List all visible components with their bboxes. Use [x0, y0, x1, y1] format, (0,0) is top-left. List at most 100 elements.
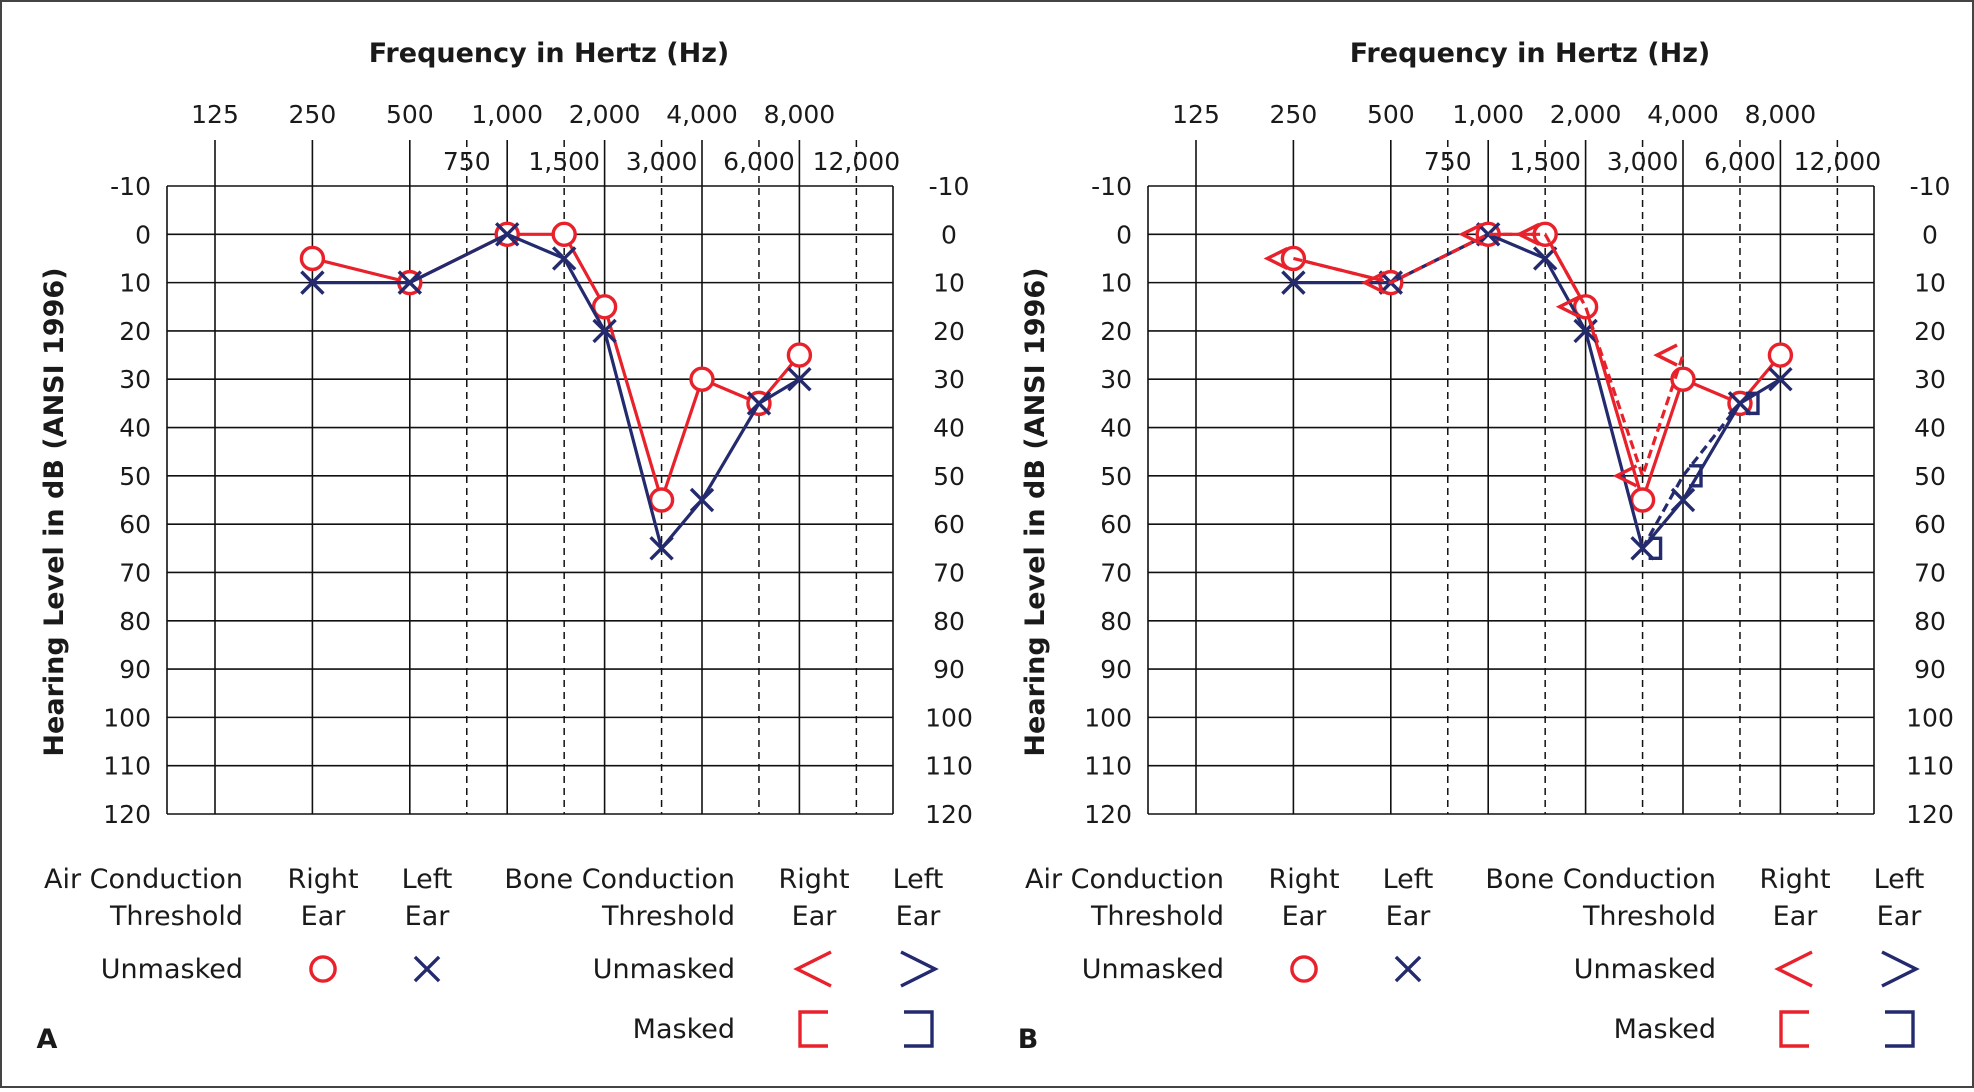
legend-unmasked-label: Unmasked	[101, 954, 243, 985]
y-tick-label-right: 40	[933, 414, 965, 443]
data-marker-left-ear-air-conduction-unmasked-x	[397, 270, 423, 295]
y-tick-label-right: 50	[1914, 462, 1946, 491]
data-marker-right-ear-bone-conduction-unmasked-bracket-lt	[1263, 246, 1289, 270]
legend-masked-label: Masked	[633, 1014, 735, 1045]
y-tick-label-left: 60	[119, 510, 151, 539]
data-marker-left-ear-air-conduction-unmasked-x	[649, 536, 674, 561]
frequency-tick-label-major: 8,000	[764, 100, 836, 129]
y-tick-label-right: 120	[925, 800, 973, 829]
y-tick-label-right: 120	[1906, 800, 1954, 829]
y-tick-label-right: 110	[1906, 752, 1954, 781]
panel-label: A	[37, 1024, 58, 1055]
y-tick-label-left: 120	[103, 800, 151, 829]
y-tick-label-right: 20	[1914, 317, 1946, 346]
data-marker-left-ear-air-conduction-unmasked-x	[1670, 487, 1696, 513]
y-tick-label-left: 110	[103, 752, 151, 781]
data-marker-right-ear-air-conduction-unmasked-circle	[1572, 294, 1599, 320]
data-marker-right-ear-bone-conduction-unmasked-bracket-lt	[1515, 222, 1540, 246]
y-tick-label-left: 10	[1100, 269, 1132, 298]
legend-air-threshold-title: Threshold	[109, 901, 243, 932]
legend: Air Conduction Threshold Right Ear Left Ear Un…	[44, 864, 943, 1048]
y-tick-label-right: 0	[1922, 220, 1938, 249]
panel-label: B	[1018, 1024, 1039, 1055]
legend-bone-unmasked-left-symbol	[1881, 950, 1920, 988]
frequency-tick-label-major: 500	[386, 100, 434, 129]
frequency-axis-title: Frequency in Hertz (Hz)	[1350, 38, 1711, 69]
legend-unmasked-label: Unmasked	[593, 954, 735, 985]
legend-left-ear-label: Ear	[405, 901, 451, 932]
data-marker-left-ear-air-conduction-unmasked-x	[1475, 222, 1501, 247]
frequency-tick-label-minor: 3,000	[626, 147, 698, 176]
y-tick-label-left: 100	[1084, 703, 1132, 732]
data-marker-left-ear-air-conduction-unmasked-x	[551, 246, 577, 271]
y-tick-label-left: 40	[119, 414, 151, 443]
y-tick-label-left: 120	[1084, 800, 1132, 829]
data-marker-right-ear-air-conduction-unmasked-circle	[1670, 366, 1696, 392]
y-tick-label-right: 0	[941, 220, 957, 249]
legend-right-ear-label: Ear	[1282, 901, 1328, 932]
y-tick-label-right: 30	[1914, 365, 1946, 394]
data-marker-right-ear-air-conduction-unmasked-circle	[1629, 487, 1656, 513]
frequency-tick-label-minor: 12,000	[813, 147, 900, 176]
y-tick-label-right: 60	[933, 510, 965, 539]
y-tick-label-left: 10	[119, 269, 151, 298]
y-tick-label-left: 100	[103, 703, 151, 732]
y-tick-label-left: 50	[119, 462, 151, 491]
series-line-right-ear-bone-conduction-unmasked	[1293, 232, 1685, 481]
legend-x-symbol	[1394, 955, 1422, 983]
data-marker-left-ear-air-conduction-unmasked-x	[494, 222, 520, 247]
y-tick-label-right: 90	[933, 655, 965, 684]
data-marker-right-ear-air-conduction-unmasked-circle	[551, 221, 577, 248]
y-tick-label-left: 0	[1116, 220, 1132, 249]
legend-air-conduction-title: Air Conduction	[44, 864, 243, 895]
legend-bone-threshold-title: Threshold	[601, 901, 735, 932]
legend-unmasked-label: Unmasked	[1574, 954, 1716, 985]
frequency-tick-label-major: 2,000	[1550, 100, 1622, 129]
legend-bone-conduction-title: Bone Conduction	[1485, 864, 1716, 895]
frequency-tick-label-minor: 12,000	[1794, 147, 1881, 176]
frequency-tick-label-minor: 3,000	[1607, 147, 1679, 176]
y-tick-label-left: 50	[1100, 462, 1132, 491]
legend-bone-unmasked-left-symbol	[900, 950, 939, 988]
y-tick-label-left: 30	[119, 365, 151, 394]
frequency-tick-label-major: 1,000	[1452, 100, 1524, 129]
y-tick-label-left: 0	[135, 220, 151, 249]
legend-masked-label: Masked	[1614, 1014, 1716, 1045]
data-marker-right-ear-air-conduction-unmasked-circle	[1767, 342, 1794, 368]
data-marker-left-ear-air-conduction-unmasked-x	[746, 391, 772, 416]
y-tick-label-right: 100	[925, 703, 973, 732]
legend-bone-unmasked-right-symbol	[1774, 950, 1813, 988]
y-tick-label-right: 80	[1914, 607, 1946, 636]
y-tick-label-right: 90	[1914, 655, 1946, 684]
y-tick-label-right: -10	[929, 172, 970, 201]
legend-left-ear-label: Ear	[896, 901, 942, 932]
y-tick-label-right: 10	[933, 269, 965, 298]
y-tick-label-left: 70	[1100, 558, 1132, 587]
legend-air-conduction-title: Air Conduction	[1025, 864, 1224, 895]
series-line-left-ear-air-conduction-unmasked	[312, 232, 801, 552]
data-marker-right-ear-air-conduction-unmasked-circle	[299, 245, 326, 272]
y-tick-label-right: 70	[933, 558, 965, 587]
y-tick-label-left: 80	[119, 607, 151, 636]
y-tick-label-left: 80	[1100, 607, 1132, 636]
legend-bone-masked-right-symbol	[1779, 1010, 1809, 1048]
frequency-tick-label-major: 2,000	[569, 100, 641, 129]
data-marker-left-ear-air-conduction-unmasked-x	[787, 367, 812, 392]
legend-right-ear-label: Ear	[1773, 901, 1819, 932]
frequency-tick-label-minor: 1,500	[528, 147, 600, 176]
data-marker-left-ear-bone-conduction-masked-bracket-masked	[1745, 391, 1760, 416]
y-tick-label-left: 20	[119, 317, 151, 346]
data-marker-right-ear-bone-conduction-unmasked-bracket-lt	[1458, 222, 1483, 246]
frequency-tick-label-major: 8,000	[1745, 100, 1817, 129]
legend-x-symbol	[413, 955, 441, 983]
y-tick-label-right: 110	[925, 752, 973, 781]
y-tick-label-left: 20	[1100, 317, 1132, 346]
y-tick-label-left: 30	[1100, 365, 1132, 394]
y-tick-label-right: 60	[1914, 510, 1946, 539]
y-tick-label-right: 20	[933, 317, 965, 346]
y-tick-label-left: 90	[119, 655, 151, 684]
y-tick-label-left: 90	[1100, 655, 1132, 684]
